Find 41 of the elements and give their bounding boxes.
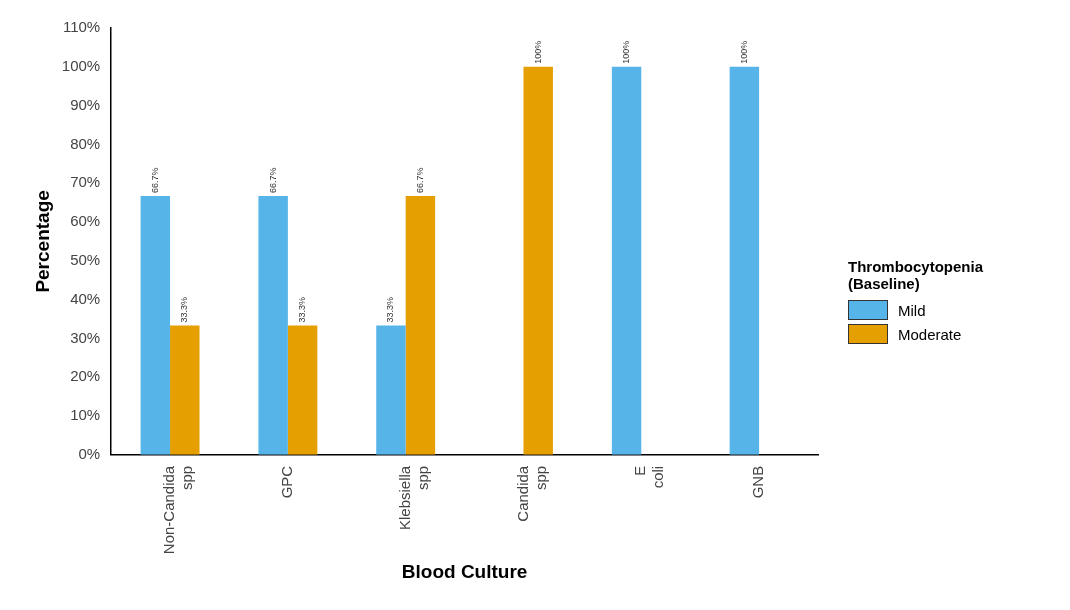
data-label: 33.3% — [297, 297, 308, 323]
y-tick-label: 110% — [62, 18, 101, 36]
y-tick-label: 30% — [70, 328, 101, 346]
x-tick-label: GNB — [749, 465, 767, 499]
x-tick-label: Klebsiella spp — [395, 465, 431, 531]
bar — [258, 196, 288, 455]
y-tick-label: 60% — [70, 212, 101, 230]
bar — [729, 66, 760, 455]
y-tick-label: 50% — [70, 250, 101, 268]
data-label: 66.7% — [414, 167, 425, 194]
data-label: 100% — [532, 40, 543, 64]
data-label: 66.7% — [149, 167, 160, 194]
bar — [523, 66, 553, 455]
data-label: 66.7% — [267, 167, 278, 194]
x-axis-title: Blood Culture — [401, 560, 528, 582]
data-label: 33.3% — [385, 297, 396, 323]
x-tick-label: GPC — [278, 465, 296, 499]
y-tick-label: 20% — [70, 367, 101, 385]
legend-label: Mild — [898, 301, 926, 319]
y-tick-label: 0% — [78, 444, 101, 462]
data-label: 33.3% — [179, 297, 190, 323]
y-tick-label: 80% — [70, 134, 101, 152]
bar — [140, 196, 171, 455]
bar — [611, 66, 642, 455]
bar — [405, 196, 436, 455]
y-tick-label: 40% — [70, 289, 101, 307]
legend-label: Moderate — [898, 325, 962, 343]
x-tick-label: Candida spp — [513, 465, 549, 522]
legend-title: Thrombocytopenia (Baseline) — [848, 258, 984, 292]
y-tick-label: 70% — [70, 173, 101, 191]
bar — [287, 325, 318, 455]
bar — [376, 325, 406, 455]
y-axis-title: Percentage — [31, 190, 53, 293]
data-label: 100% — [621, 40, 632, 64]
y-tick-label: 90% — [70, 95, 101, 113]
x-tick-label: E coli — [631, 465, 667, 489]
y-tick-label: 10% — [70, 406, 101, 424]
x-tick-label: Non-Candida spp — [160, 465, 196, 555]
y-tick-label: 100% — [61, 56, 101, 74]
bar — [170, 325, 200, 455]
data-label: 100% — [738, 40, 749, 64]
